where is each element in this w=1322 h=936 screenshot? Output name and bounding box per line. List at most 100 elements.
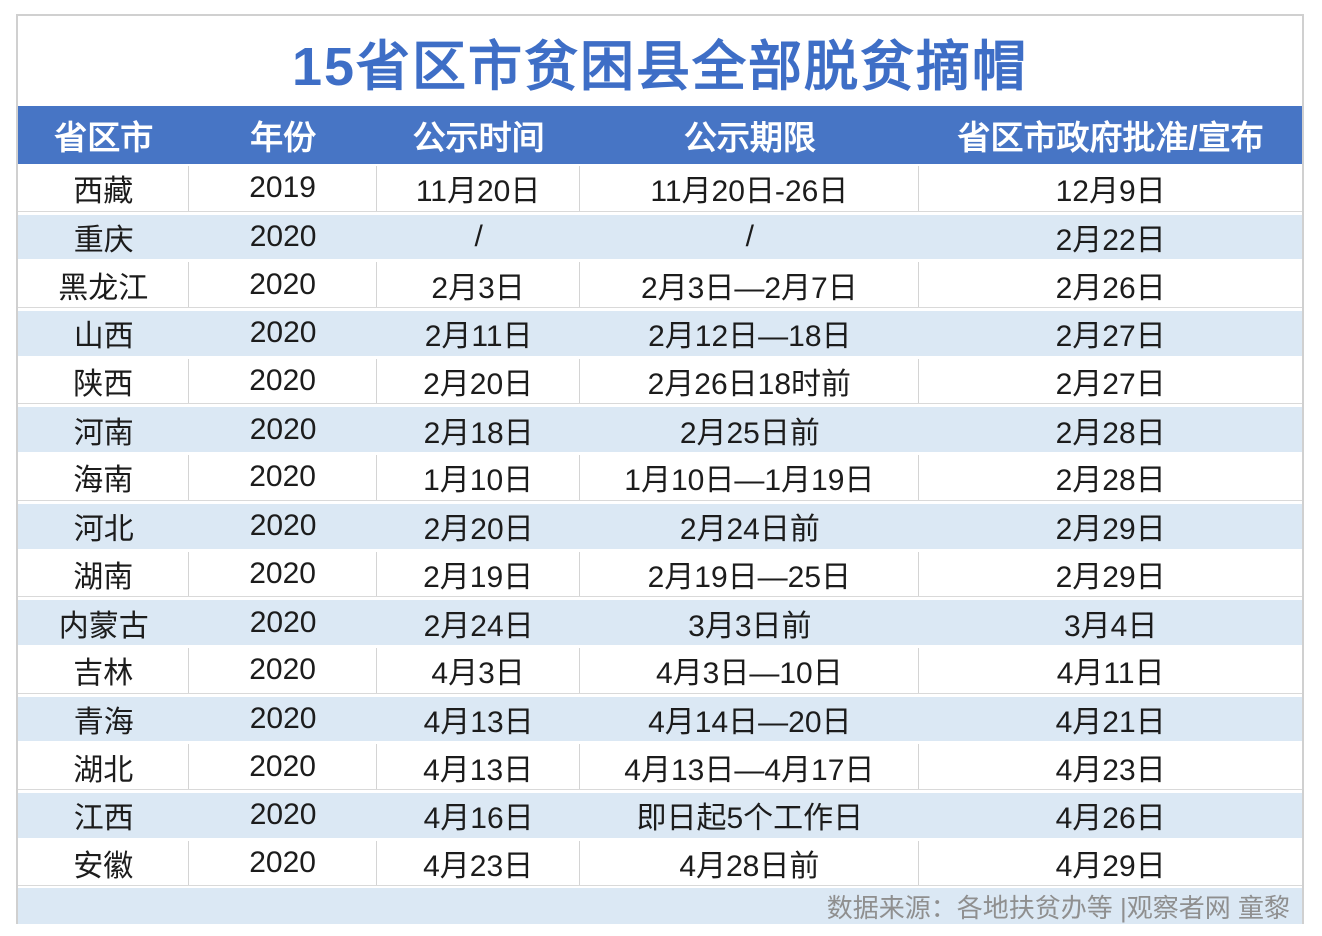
table-row: 西藏 2019 11月20日 11月20日-26日 12月9日 <box>18 166 1302 212</box>
table-body: 西藏 2019 11月20日 11月20日-26日 12月9日重庆 2020 / / 2月22日… <box>18 164 1302 887</box>
table-cell: / <box>745 220 755 254</box>
table-row: 安徽 2020 4月23日 4月28日前 4月29日 <box>18 840 1302 887</box>
table-cell: 4月13日 <box>423 705 534 739</box>
column-header-government-approval: 省区市政府批准/宣布 <box>957 119 1264 156</box>
table-cell: 2020 <box>189 840 377 886</box>
table-row: 江西 2020 4月16日 即日起5个工作日 4月26日 <box>18 792 1302 838</box>
column-header-announcement-period: 公示期限 <box>683 119 816 156</box>
table-cell: 2月26日 <box>1055 271 1166 305</box>
table-cell: 2020 <box>249 412 317 446</box>
table-cell: 2月28日 <box>1055 416 1166 450</box>
table-cell: 青海 <box>73 705 134 739</box>
table-cell: 4月29日 <box>1055 849 1166 883</box>
table-cell: / <box>474 220 483 254</box>
table-cell: 3月3日前 <box>688 609 812 643</box>
table-cell: 2月11日 <box>424 320 533 354</box>
table-cell: 西藏 <box>18 166 190 211</box>
table-cell: 2020 <box>189 744 377 789</box>
table-cell: 4月16日 <box>423 802 534 836</box>
table-cell: 湖南 <box>18 551 190 597</box>
table-cell: 2月19日—25日 <box>580 551 920 597</box>
table-cell: 4月3日 <box>377 647 581 693</box>
table-cell: 2020 <box>189 262 377 308</box>
table-cell: 吉林 <box>18 647 190 693</box>
table-header-row: 省区市 年份 公示时间 公示期限 省区市政府批准/宣布 <box>18 106 1302 164</box>
table-row: 湖南 2020 2月19日 2月19日—25日 2月29日 <box>18 551 1302 598</box>
table-cell: 2020 <box>249 220 317 254</box>
table-row: 吉林 2020 4月3日 4月3日—10日 4月11日 <box>18 647 1302 694</box>
table-cell: 2月19日 <box>377 551 581 597</box>
table-row: 山西 2020 2月11日 2月12日—18日 2月27日 <box>18 311 1302 356</box>
table-cell: 1月10日 <box>377 455 581 500</box>
table-cell: 2月12日—18日 <box>648 320 852 354</box>
table-row: 河南 2020 2月18日 2月25日前 2月28日 <box>18 407 1302 453</box>
table-row: 青海 2020 4月13日 4月14日—20日 4月21日 <box>18 696 1302 742</box>
table-row: 湖北 2020 4月13日 4月13日—4月17日 4月23日 <box>18 744 1302 790</box>
table-cell: 2020 <box>249 316 317 350</box>
source-credit: 数据来源：各地扶贫办等 |观察者网 童黎 <box>18 888 1302 925</box>
table-cell: 2020 <box>249 798 317 832</box>
table-cell: 2019 <box>189 166 377 211</box>
table-cell: 即日起5个工作日 <box>636 802 864 836</box>
table-cell: 4月13日 <box>377 744 581 789</box>
table-row: 海南 2020 1月10日 1月10日—1月19日 2月28日 <box>18 455 1302 501</box>
table-cell: 4月13日—4月17日 <box>580 744 920 789</box>
column-header-province: 省区市 <box>54 119 154 156</box>
table-cell: 海南 <box>18 455 190 500</box>
table-cell: 2020 <box>249 701 317 735</box>
table-cell: 2月24日 <box>423 609 534 643</box>
table-cell: 河南 <box>73 416 134 450</box>
table-cell: 4月23日 <box>1055 753 1166 787</box>
table-cell: 2月20日 <box>423 513 534 547</box>
table-cell: 2月27日 <box>1055 368 1166 402</box>
table-cell: 2月18日 <box>423 416 534 450</box>
table-cell: 2月22日 <box>1055 224 1166 258</box>
table-cell: 2月27日 <box>1055 320 1166 354</box>
table-cell: 江西 <box>73 802 134 836</box>
table-cell: 内蒙古 <box>58 609 149 643</box>
table-cell: 2020 <box>189 647 377 693</box>
table-cell: 2月25日前 <box>679 416 820 450</box>
table-cell: 4月28日前 <box>580 840 920 886</box>
table-cell: 重庆 <box>73 224 134 258</box>
table-row: 河北 2020 2月20日 2月24日前 2月29日 <box>18 503 1302 549</box>
column-header-announcement-time: 公示时间 <box>412 119 545 156</box>
table-row: 重庆 2020 / / 2月22日 <box>18 214 1302 260</box>
table-row: 陕西 2020 2月20日 2月26日18时前 2月27日 <box>18 358 1302 405</box>
table-cell: 1月10日—1月19日 <box>580 455 920 500</box>
table-cell: 河北 <box>73 513 134 547</box>
table-cell: 2月29日 <box>1055 560 1166 594</box>
table-row: 黑龙江 2020 2月3日 2月3日—2月7日 2月26日 <box>18 262 1302 309</box>
table-cell: 11月20日 <box>377 166 581 211</box>
table-cell: 2020 <box>189 455 377 500</box>
table-cell: 2月28日 <box>1055 464 1166 498</box>
table-cell: 4月14日—20日 <box>648 705 852 739</box>
table-cell: 2020 <box>189 358 377 404</box>
table-cell: 湖北 <box>18 744 190 789</box>
table-cell: 11月20日-26日 <box>580 166 920 211</box>
table-cell: 4月23日 <box>377 840 581 886</box>
table-cell: 黑龙江 <box>18 262 190 308</box>
table-cell: 2020 <box>249 509 317 543</box>
table-cell: 4月21日 <box>1055 705 1166 739</box>
table-cell: 2020 <box>249 605 317 639</box>
table-cell: 陕西 <box>18 358 190 404</box>
table-cell: 2月20日 <box>377 358 581 404</box>
table-cell: 4月3日—10日 <box>580 647 920 693</box>
table-cell: 山西 <box>73 320 134 354</box>
table-cell: 安徽 <box>18 840 190 886</box>
table-cell: 3月4日 <box>1063 609 1158 643</box>
table-cell: 2月26日18时前 <box>580 358 920 404</box>
table-cell: 2月3日 <box>377 262 581 308</box>
table-cell: 2020 <box>189 551 377 597</box>
infographic-frame: 15省区市贫困县全部脱贫摘帽 省区市 年份 公示时间 公示期限 省区市政府批准/… <box>16 14 1304 925</box>
column-header-year: 年份 <box>250 119 317 156</box>
table-cell: 12月9日 <box>1055 175 1166 209</box>
page-title: 15省区市贫困县全部脱贫摘帽 <box>291 36 1029 97</box>
table-cell: 4月11日 <box>1056 657 1165 691</box>
table-row: 内蒙古 2020 2月24日 3月3日前 3月4日 <box>18 600 1302 645</box>
table-cell: 2月29日 <box>1055 513 1166 547</box>
table-cell: 4月26日 <box>1055 802 1166 836</box>
table-cell: 2月3日—2月7日 <box>580 262 920 308</box>
table-cell: 2月24日前 <box>679 513 820 547</box>
